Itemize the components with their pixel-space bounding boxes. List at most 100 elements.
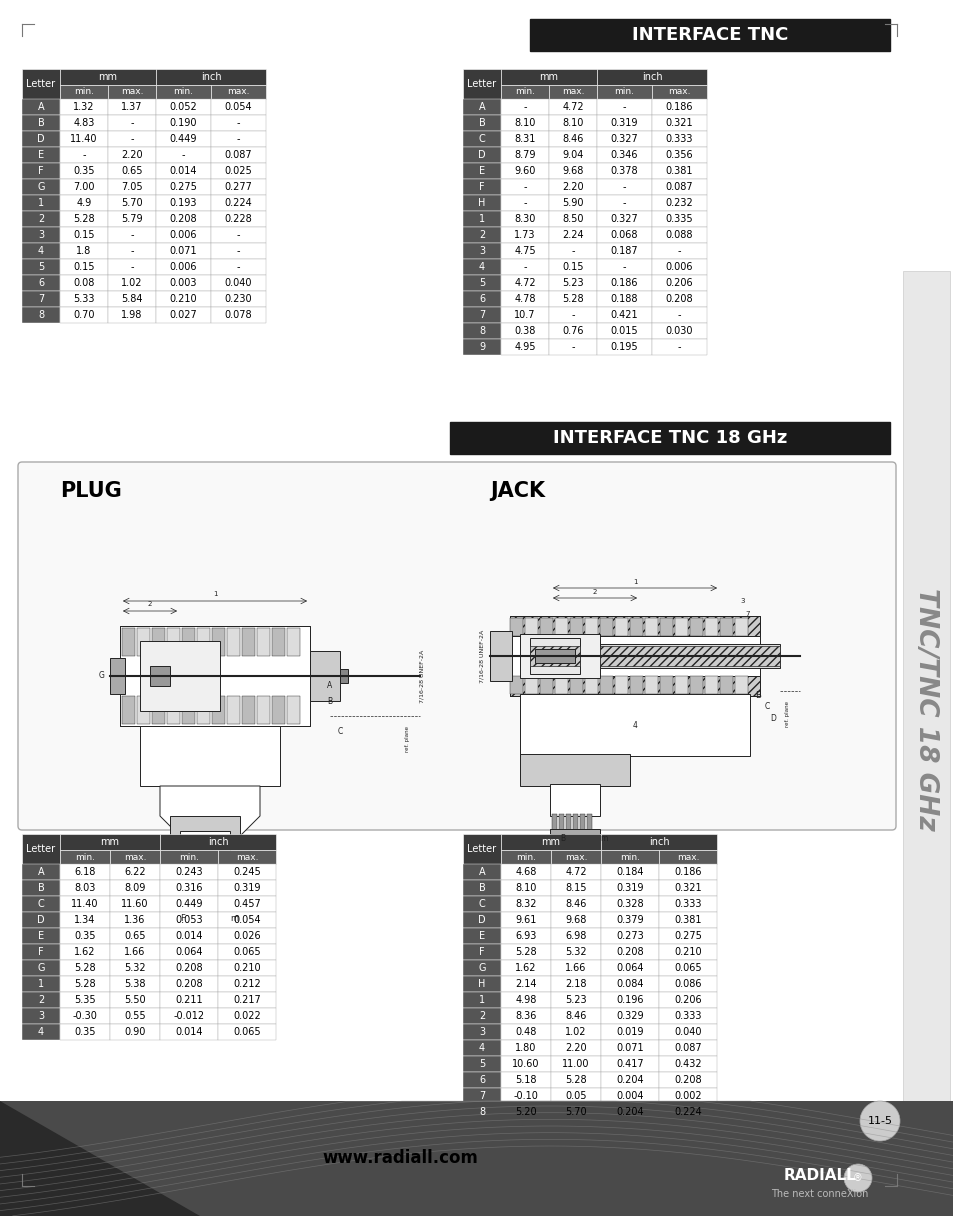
Text: A: A <box>327 681 333 691</box>
Bar <box>205 879 230 901</box>
Bar <box>462 339 500 355</box>
Bar <box>110 992 160 1008</box>
Text: 0.277: 0.277 <box>224 182 253 192</box>
Text: 0.003: 0.003 <box>170 278 197 288</box>
Bar <box>60 1024 110 1040</box>
Text: Letter: Letter <box>27 844 55 854</box>
Bar <box>218 959 275 976</box>
Bar <box>500 339 548 355</box>
Bar <box>272 696 285 724</box>
Bar <box>462 306 500 323</box>
Text: 5.28: 5.28 <box>74 963 95 973</box>
Bar <box>156 69 266 85</box>
Bar <box>462 959 500 976</box>
Bar <box>597 98 651 116</box>
Text: 8.03: 8.03 <box>74 883 95 893</box>
Text: 2: 2 <box>478 1010 485 1021</box>
Text: 0.210: 0.210 <box>674 947 701 957</box>
Bar <box>462 291 500 306</box>
Bar <box>110 976 160 992</box>
Bar <box>651 212 706 227</box>
Bar <box>599 646 780 666</box>
Text: -: - <box>236 230 240 240</box>
Bar <box>548 306 597 323</box>
Text: 0.48: 0.48 <box>515 1028 537 1037</box>
Bar <box>675 676 687 694</box>
Bar <box>600 1104 659 1120</box>
Bar <box>22 959 60 976</box>
Bar <box>22 880 60 896</box>
Text: 5.35: 5.35 <box>74 995 95 1004</box>
Bar <box>500 912 551 928</box>
Bar <box>651 339 706 355</box>
Text: 6.18: 6.18 <box>74 867 95 877</box>
Bar <box>644 676 658 694</box>
Bar <box>500 243 548 259</box>
Bar <box>108 179 156 195</box>
Text: E: E <box>38 150 44 161</box>
Bar <box>160 880 218 896</box>
Text: 0.319: 0.319 <box>616 883 643 893</box>
Bar <box>548 227 597 243</box>
Text: ref. plane: ref. plane <box>405 726 410 751</box>
Text: 0.432: 0.432 <box>674 1059 701 1069</box>
Text: 0.449: 0.449 <box>170 134 197 143</box>
Bar <box>110 928 160 944</box>
Bar <box>599 676 613 694</box>
Text: 7/16-28 UNEF-2A: 7/16-28 UNEF-2A <box>419 649 424 703</box>
Text: B: B <box>478 883 485 893</box>
Text: D: D <box>477 914 485 925</box>
Bar <box>218 976 275 992</box>
Bar <box>659 880 717 896</box>
Bar <box>500 850 551 865</box>
Bar <box>22 976 60 992</box>
Bar <box>569 676 582 694</box>
Text: 4: 4 <box>478 261 484 272</box>
Text: -: - <box>622 261 625 272</box>
Bar <box>599 644 780 668</box>
Bar <box>462 1088 500 1104</box>
Text: E: E <box>38 931 44 941</box>
Text: inch: inch <box>208 837 228 848</box>
Text: 1.02: 1.02 <box>565 1028 586 1037</box>
Bar <box>651 243 706 259</box>
Bar <box>548 259 597 275</box>
Bar <box>597 339 651 355</box>
Text: INTERFACE TNC 18 GHz: INTERFACE TNC 18 GHz <box>552 429 786 447</box>
Bar <box>156 179 211 195</box>
Bar <box>211 212 266 227</box>
Text: 1.8: 1.8 <box>76 246 91 257</box>
Text: 1.98: 1.98 <box>121 310 143 320</box>
Text: 5.28: 5.28 <box>74 979 95 989</box>
Text: 0.027: 0.027 <box>170 310 197 320</box>
Bar <box>182 696 194 724</box>
Text: 9: 9 <box>478 342 484 351</box>
Text: 7.00: 7.00 <box>73 182 94 192</box>
Bar <box>211 243 266 259</box>
Text: mm: mm <box>98 72 117 81</box>
Text: 0.15: 0.15 <box>561 261 583 272</box>
Bar <box>600 1055 659 1073</box>
Text: 0.228: 0.228 <box>224 214 253 224</box>
Text: 5.32: 5.32 <box>124 963 146 973</box>
Text: 5.28: 5.28 <box>561 294 583 304</box>
Bar <box>120 626 310 655</box>
Text: B: B <box>37 883 45 893</box>
Text: -: - <box>82 150 86 161</box>
Text: 5.70: 5.70 <box>564 1107 586 1118</box>
Text: 5.28: 5.28 <box>564 1075 586 1085</box>
Text: 1.32: 1.32 <box>73 102 94 112</box>
Text: ref. plane: ref. plane <box>784 700 789 727</box>
Bar <box>160 1024 218 1040</box>
Bar <box>600 992 659 1008</box>
Text: 0.188: 0.188 <box>610 294 638 304</box>
Bar <box>530 646 579 666</box>
Bar <box>462 896 500 912</box>
Text: 8.10: 8.10 <box>561 118 583 128</box>
Bar <box>156 291 211 306</box>
Text: 0.449: 0.449 <box>175 899 203 910</box>
Text: 7: 7 <box>478 310 485 320</box>
Text: 10.60: 10.60 <box>512 1059 539 1069</box>
Text: m: m <box>230 914 238 923</box>
Bar <box>22 1024 60 1040</box>
